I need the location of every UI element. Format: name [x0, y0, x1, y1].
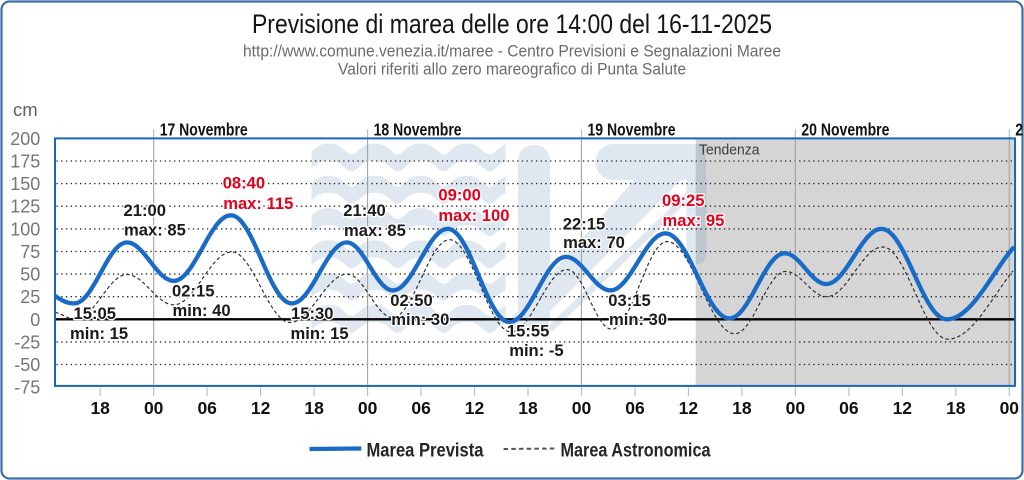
svg-text:12: 12 [679, 398, 699, 418]
svg-text:Tendenza: Tendenza [699, 142, 760, 159]
svg-text:150: 150 [10, 174, 40, 194]
svg-text:21:00: 21:00 [124, 201, 166, 220]
svg-text:max: 100: max: 100 [438, 206, 509, 225]
svg-text:12: 12 [251, 398, 271, 418]
svg-text:21 Novembre: 21 Novembre [1015, 119, 1024, 139]
svg-text:17 Novembre: 17 Novembre [160, 119, 248, 139]
svg-text:Valori riferiti allo zero mare: Valori riferiti allo zero mareografico d… [338, 61, 686, 79]
svg-text:02:15: 02:15 [172, 282, 214, 301]
svg-text:06: 06 [625, 398, 645, 418]
svg-text:00: 00 [1000, 398, 1020, 418]
svg-text:12: 12 [893, 398, 913, 418]
svg-text:125: 125 [10, 197, 40, 217]
svg-text:Marea Prevista: Marea Prevista [367, 440, 484, 461]
svg-text:max: 85: max: 85 [344, 221, 406, 240]
svg-text:cm: cm [13, 99, 38, 120]
svg-text:06: 06 [411, 398, 431, 418]
svg-text:50: 50 [20, 265, 40, 285]
svg-text:09:25: 09:25 [662, 191, 704, 210]
svg-text:25: 25 [20, 287, 40, 307]
svg-text:Previsione di marea delle ore: Previsione di marea delle ore 14:00 del … [252, 9, 772, 39]
svg-text:max: 95: max: 95 [663, 211, 725, 230]
svg-text:100: 100 [10, 219, 40, 239]
svg-text:0: 0 [30, 310, 40, 330]
svg-text:min: -5: min: -5 [509, 341, 563, 360]
svg-text:03:15: 03:15 [608, 291, 650, 310]
svg-text:19 Novembre: 19 Novembre [588, 119, 676, 139]
svg-text:75: 75 [20, 242, 40, 262]
svg-text:min: 30: min: 30 [609, 310, 667, 329]
svg-text:-25: -25 [14, 332, 40, 352]
svg-text:09:00: 09:00 [438, 186, 480, 205]
svg-text:22:15: 22:15 [563, 214, 605, 233]
svg-text:08:40: 08:40 [223, 173, 265, 192]
svg-text:min: 15: min: 15 [291, 324, 349, 343]
svg-text:20 Novembre: 20 Novembre [801, 119, 889, 139]
svg-text:18: 18 [518, 398, 538, 418]
svg-text:-50: -50 [14, 355, 40, 375]
svg-text:18 Novembre: 18 Novembre [374, 119, 462, 139]
svg-text:00: 00 [786, 398, 806, 418]
svg-text:15:05: 15:05 [74, 304, 116, 323]
svg-text:max: 115: max: 115 [223, 194, 293, 213]
svg-text:06: 06 [197, 398, 217, 418]
svg-text:-75: -75 [14, 378, 40, 398]
svg-text:max: 85: max: 85 [124, 221, 186, 240]
svg-text:max: 70: max: 70 [563, 233, 625, 252]
svg-text:21:40: 21:40 [343, 201, 385, 220]
svg-text:http://www.comune.venezia.it/m: http://www.comune.venezia.it/maree - Cen… [243, 43, 781, 61]
svg-text:18: 18 [946, 398, 966, 418]
svg-text:00: 00 [358, 398, 378, 418]
svg-text:18: 18 [732, 398, 752, 418]
svg-text:175: 175 [10, 152, 40, 172]
svg-text:00: 00 [572, 398, 592, 418]
svg-text:min: 40: min: 40 [173, 301, 231, 320]
svg-text:200: 200 [10, 129, 40, 149]
svg-text:06: 06 [839, 398, 859, 418]
svg-text:15:55: 15:55 [507, 321, 549, 340]
svg-text:min: 15: min: 15 [70, 324, 128, 343]
svg-text:18: 18 [90, 398, 110, 418]
svg-text:00: 00 [144, 398, 164, 418]
svg-text:15:30: 15:30 [291, 304, 333, 323]
svg-text:min: 30: min: 30 [391, 310, 449, 329]
svg-text:02:50: 02:50 [390, 291, 432, 310]
svg-text:12: 12 [465, 398, 485, 418]
svg-text:Marea Astronomica: Marea Astronomica [561, 440, 711, 461]
svg-text:18: 18 [304, 398, 324, 418]
